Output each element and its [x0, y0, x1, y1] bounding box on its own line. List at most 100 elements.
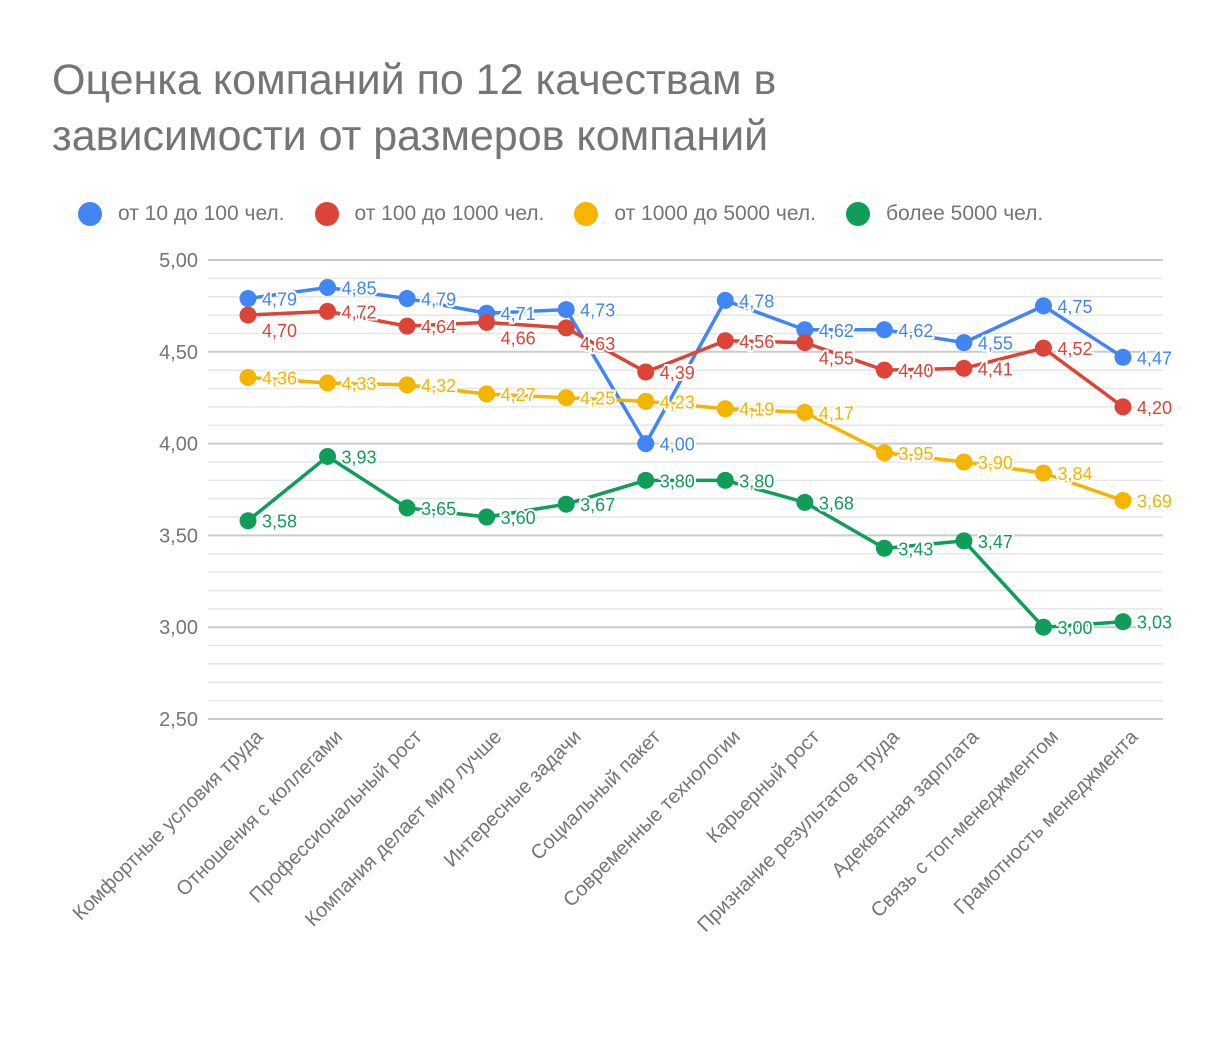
- data-point-series-2: [637, 363, 655, 381]
- data-point-series-1: [716, 291, 734, 309]
- data-label-series-1: 4,47: [1137, 348, 1172, 368]
- data-point-series-2: [955, 359, 973, 377]
- data-point-series-3: [796, 403, 814, 421]
- data-point-series-3: [716, 400, 734, 418]
- data-label-series-3: 4,32: [421, 376, 456, 396]
- data-point-series-2: [557, 319, 575, 337]
- data-point-series-4: [478, 508, 496, 526]
- chart-title: Оценка компаний по 12 качествам в зависи…: [52, 56, 777, 160]
- series-line-3: [247, 375, 1124, 503]
- series-line-2: [247, 309, 1125, 409]
- data-point-series-2: [716, 332, 734, 350]
- data-label-series-2: 4,41: [978, 359, 1013, 379]
- data-label-series-1: 4,79: [421, 290, 456, 310]
- data-label-series-2: 4,40: [898, 361, 933, 381]
- data-point-series-1: [1034, 297, 1052, 315]
- data-label-series-4: 3,80: [660, 471, 695, 491]
- data-point-series-2: [796, 334, 814, 352]
- data-label-series-1: 4,00: [660, 435, 695, 455]
- data-label-series-4: 3,80: [739, 471, 774, 491]
- data-point-series-2: [319, 302, 337, 320]
- data-point-series-1: [875, 321, 893, 339]
- data-label-series-4: 3,65: [421, 499, 456, 519]
- y-tick-label: 4,50: [159, 342, 198, 364]
- legend-label: более 5000 чел.: [885, 202, 1044, 225]
- y-tick-label: 4,00: [159, 434, 198, 456]
- data-point-series-3: [955, 453, 973, 471]
- series-line-4: [246, 454, 1124, 629]
- data-label-series-3: 4,19: [739, 400, 774, 420]
- data-point-series-2: [239, 306, 257, 324]
- data-label-series-4: 3,60: [501, 508, 536, 528]
- x-tick-label: Интересные задачи: [440, 726, 586, 872]
- data-label-series-2: 4,63: [580, 334, 615, 354]
- data-point-series-3: [557, 389, 575, 407]
- data-label-series-3: 4,23: [660, 392, 695, 412]
- data-label-series-2: 4,70: [262, 321, 297, 341]
- legend-item-series-3[interactable]: от 1000 до 5000 чел.: [574, 202, 816, 226]
- data-label-series-4: 3,47: [978, 532, 1013, 552]
- data-point-series-3: [319, 374, 337, 392]
- data-point-series-1: [637, 435, 655, 453]
- data-label-series-2: 4,55: [819, 349, 854, 369]
- data-point-series-4: [398, 499, 416, 517]
- data-label-series-1: 4,79: [262, 290, 297, 310]
- data-point-series-4: [796, 493, 814, 511]
- y-tick-label: 2,50: [159, 709, 198, 731]
- data-label-series-1: 4,62: [819, 321, 854, 341]
- y-tick-label: 3,50: [159, 525, 198, 547]
- data-label-series-4: 3,03: [1137, 613, 1172, 633]
- data-point-series-1: [955, 334, 973, 352]
- data-label-series-2: 4,66: [501, 328, 536, 348]
- data-point-series-4: [557, 495, 575, 513]
- data-point-series-3: [398, 376, 416, 394]
- data-label-series-2: 4,20: [1137, 398, 1172, 418]
- data-point-series-4: [955, 532, 973, 550]
- data-point-series-4: [875, 539, 893, 557]
- data-point-series-4: [1114, 613, 1132, 631]
- series-line-1: [247, 285, 1124, 446]
- data-label-series-2: 4,39: [660, 363, 695, 383]
- data-label-series-1: 4,55: [978, 334, 1013, 354]
- data-label-series-3: 3,84: [1057, 464, 1092, 484]
- data-point-series-3: [875, 444, 893, 462]
- legend-label: от 1000 до 5000 чел.: [614, 202, 816, 225]
- data-point-series-1: [557, 301, 575, 319]
- data-point-series-2: [1114, 398, 1132, 416]
- data-label-series-1: 4,73: [580, 301, 615, 321]
- data-point-series-3: [637, 392, 655, 410]
- data-point-series-4: [319, 447, 337, 465]
- data-label-series-2: 4,56: [739, 332, 774, 352]
- data-label-series-4: 3,67: [580, 495, 615, 515]
- legend-item-series-4[interactable]: более 5000 чел.: [845, 202, 1044, 226]
- y-tick-label: 3,00: [159, 617, 198, 639]
- data-point-series-2: [478, 313, 496, 331]
- data-label-series-4: 3,68: [819, 493, 854, 513]
- data-label-series-3: 4,27: [501, 385, 536, 405]
- data-label-series-4: 3,43: [898, 539, 933, 559]
- data-label-series-1: 4,71: [501, 304, 536, 324]
- x-tick-label: Социальный пакет: [527, 726, 666, 865]
- data-point-series-3: [1114, 492, 1132, 510]
- legend-label: от 10 до 100 чел.: [118, 202, 285, 225]
- data-label-series-1: 4,85: [342, 279, 377, 299]
- x-tick-label: Адекватная зарплата: [828, 725, 984, 881]
- data-point-series-2: [875, 361, 893, 379]
- data-point-series-1: [1114, 348, 1132, 366]
- data-point-series-4: [239, 512, 257, 530]
- data-label-series-3: 4,25: [580, 389, 615, 409]
- data-point-series-1: [319, 279, 337, 297]
- data-label-series-1: 4,75: [1057, 297, 1092, 317]
- legend-item-series-2[interactable]: от 100 до 1000 чел.: [314, 202, 544, 226]
- data-point-series-3: [478, 385, 496, 403]
- data-point-series-3: [1034, 464, 1052, 482]
- data-label-series-2: 4,64: [421, 317, 456, 337]
- data-label-series-3: 3,69: [1137, 492, 1172, 512]
- data-label-series-1: 4,78: [739, 291, 774, 311]
- data-point-series-1: [398, 290, 416, 308]
- y-tick-label: 5,00: [159, 250, 198, 272]
- data-point-series-4: [1034, 618, 1052, 636]
- legend-item-series-1[interactable]: от 10 до 100 чел.: [78, 202, 285, 226]
- data-point-series-4: [637, 471, 655, 489]
